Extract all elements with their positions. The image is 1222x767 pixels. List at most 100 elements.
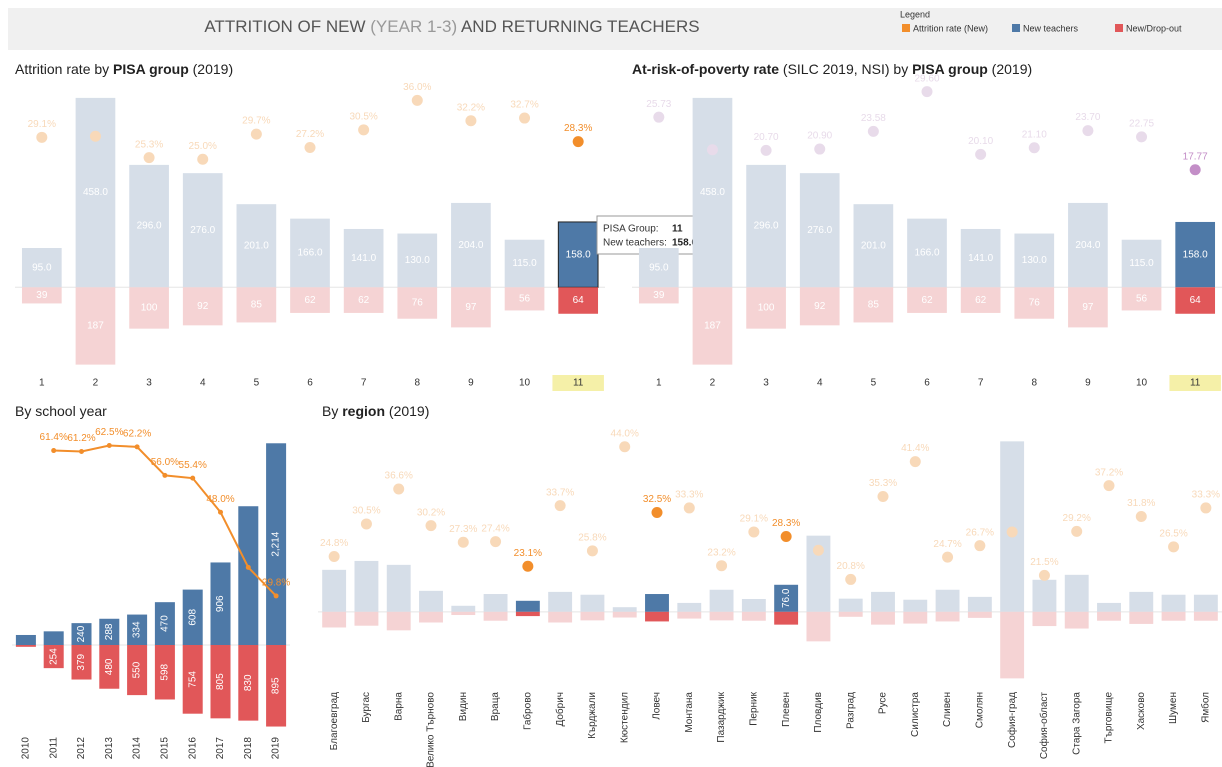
x-tick-label: Разград: [845, 692, 856, 729]
bar: [129, 287, 169, 329]
rate-label: 33.3%: [675, 490, 703, 501]
rate-dot: [653, 111, 665, 123]
x-tick-label: Варна: [393, 692, 404, 721]
bar: [1129, 611, 1154, 624]
bar: [638, 248, 679, 288]
bar: [290, 287, 330, 313]
bar: [548, 611, 573, 623]
bar: [15, 645, 36, 647]
bar: [127, 645, 148, 696]
x-tick-label: 2012: [76, 737, 87, 760]
bar-value-label: 288: [104, 623, 115, 640]
bar: [645, 611, 669, 622]
rate-dot: [304, 141, 316, 153]
rate-dot: [490, 536, 502, 548]
bar-value-label: 470: [160, 615, 171, 632]
bar: [71, 645, 92, 680]
rate-dot: [942, 551, 954, 563]
bar-value-label: 2,214: [271, 531, 282, 556]
rate-label: 20.8%: [837, 561, 865, 572]
rate-label: 31.8%: [1127, 498, 1155, 509]
bar: [709, 589, 734, 612]
rate-dot: [143, 152, 155, 164]
x-tick-label: Бургас: [361, 692, 372, 723]
x-tick-label: Стара Загора: [1071, 692, 1082, 755]
bar: [354, 560, 379, 612]
title-part: (YEAR 1-3): [370, 17, 457, 36]
x-tick-label: Велико Търново: [426, 692, 437, 767]
legend-swatch: [1012, 24, 1020, 32]
bar: [354, 611, 379, 626]
bar: [967, 596, 992, 612]
rate-label: 22.75: [1129, 118, 1154, 129]
bar: [322, 611, 347, 628]
x-tick-label: 2013: [104, 737, 115, 760]
bar-value-label: 85: [868, 300, 880, 311]
rate-label: 30.2%: [417, 507, 445, 518]
x-tick-label: Плевен: [781, 692, 792, 727]
bar-value-label: 598: [160, 663, 171, 680]
bar: [182, 287, 223, 326]
bar-value-label: 201.0: [861, 240, 886, 251]
rate-label: 25.0%: [189, 141, 217, 152]
bar-value-label: 296.0: [137, 221, 162, 232]
bar-value-label: 204.0: [1075, 240, 1100, 251]
rate-dot: [572, 136, 584, 148]
rate-dot: [921, 86, 933, 98]
x-tick-label: Благоевград: [329, 692, 340, 750]
x-tick-label: 5: [254, 378, 260, 389]
bar: [677, 602, 702, 612]
x-tick-label: 5: [871, 378, 877, 389]
bar: [1097, 611, 1121, 621]
rate-label: 26.5%: [1159, 528, 1187, 539]
rate-dot: [909, 456, 921, 468]
bar: [1161, 611, 1186, 621]
bar: [638, 287, 679, 304]
x-tick-label: 1: [39, 378, 45, 389]
x-tick-label: Перник: [748, 691, 759, 725]
bar: [21, 287, 62, 304]
bar: [558, 287, 599, 314]
bar-value-label: 830: [243, 674, 254, 691]
rate-dot: [106, 443, 112, 448]
x-tick-label: 2018: [243, 737, 254, 760]
x-tick-label: София-област: [1038, 692, 1050, 760]
dashboard-title: ATTRITION OF NEW (YEAR 1-3) AND RETURNIN…: [204, 17, 699, 36]
rate-dot: [1082, 125, 1094, 137]
title-part: (2019): [988, 61, 1032, 77]
rate-dot: [393, 483, 405, 495]
x-tick-label: Сливен: [942, 692, 953, 727]
bar: [746, 287, 786, 329]
x-tick-label: 2014: [132, 737, 143, 760]
rate-label: 20.90: [807, 131, 832, 142]
bar: [548, 591, 573, 612]
rate-dot: [36, 131, 48, 143]
x-tick-label: 7: [361, 378, 367, 389]
bar: [1064, 611, 1089, 629]
x-tick-label: Пазарджик: [716, 691, 727, 742]
x-tick-label: 2015: [160, 737, 171, 760]
rate-dot: [1028, 142, 1040, 154]
bar: [1121, 239, 1162, 288]
bar: [692, 287, 733, 365]
bar: [903, 611, 928, 624]
bar: [266, 645, 287, 727]
bar-value-label: 100: [758, 303, 775, 314]
rate-dot: [358, 124, 370, 136]
bar: [75, 287, 116, 365]
bar: [210, 645, 231, 719]
x-tick-label: Смолян: [974, 692, 985, 728]
rate-label: 20.70: [754, 132, 779, 143]
x-tick-label: Добрич: [554, 692, 566, 727]
x-tick-label: 4: [200, 378, 206, 389]
bar: [853, 204, 894, 288]
bar: [907, 287, 947, 313]
bar: [99, 645, 120, 689]
rate-dot: [812, 544, 824, 556]
bar: [1121, 287, 1162, 311]
legend-swatch: [1115, 24, 1123, 32]
rate-label: 29.1%: [28, 119, 56, 130]
bar-value-label: 62: [975, 295, 987, 306]
bar-value-label: 254: [48, 648, 59, 665]
rate-label: 23.58: [861, 113, 886, 124]
